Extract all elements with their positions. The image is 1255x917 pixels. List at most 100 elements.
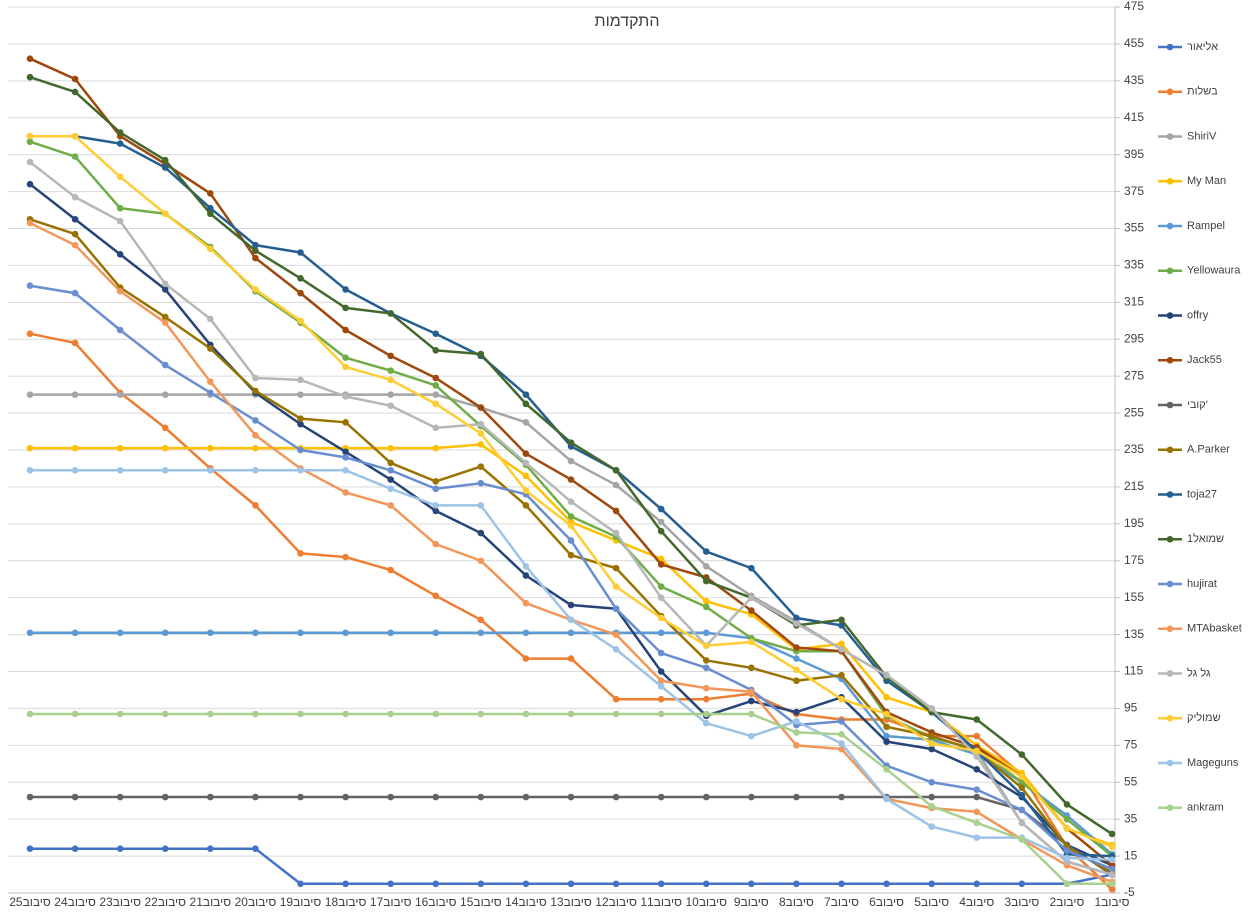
data-point — [657, 614, 665, 622]
data-point — [432, 330, 440, 338]
y-tick-label: 215 — [1124, 479, 1144, 493]
data-point — [252, 387, 259, 395]
data-point — [71, 391, 79, 398]
data-point — [702, 642, 710, 649]
y-tick-label: 75 — [1124, 738, 1138, 752]
data-point — [793, 729, 800, 736]
y-tick-label: -5 — [1124, 885, 1135, 899]
data-point — [928, 732, 935, 740]
data-point — [26, 282, 34, 290]
data-point — [207, 389, 214, 397]
y-tick-label: 195 — [1124, 516, 1144, 530]
data-point — [1108, 865, 1116, 873]
data-point — [71, 153, 79, 160]
data-point — [432, 478, 440, 485]
data-point — [207, 378, 214, 386]
data-point — [1063, 847, 1071, 854]
y-tick-label: 375 — [1124, 184, 1144, 198]
y-tick-label: 415 — [1124, 110, 1144, 124]
series — [26, 845, 1116, 888]
legend-label: שמואל1 — [1187, 532, 1224, 545]
data-point — [748, 793, 755, 801]
x-tick-label: סיבוב5 — [914, 895, 949, 909]
data-point — [252, 286, 259, 293]
data-point — [387, 485, 394, 493]
data-point — [387, 629, 394, 637]
x-tick-label: סיבוב10 — [685, 895, 727, 909]
data-point — [432, 444, 440, 452]
data-point — [297, 289, 304, 297]
data-point — [883, 710, 890, 718]
legend-label: hujirat — [1187, 578, 1217, 590]
legend-label: offry — [1187, 309, 1209, 321]
data-point — [748, 697, 755, 705]
series-line — [29, 218, 1113, 874]
data-point — [522, 655, 530, 662]
data-point — [432, 347, 440, 354]
data-point — [928, 745, 935, 753]
data-point — [116, 217, 124, 225]
data-point — [838, 646, 845, 653]
data-point — [702, 719, 710, 727]
data-point — [567, 655, 575, 662]
x-tick-label: סיבוב6 — [869, 895, 904, 909]
data-point — [702, 664, 710, 672]
data-point — [477, 629, 485, 637]
data-point — [477, 463, 485, 470]
data-point — [342, 793, 349, 801]
data-point — [432, 592, 440, 600]
data-point — [252, 710, 259, 718]
data-point — [116, 173, 124, 181]
data-point — [342, 304, 349, 312]
x-tick-label: סיבוב25 — [9, 895, 51, 909]
data-point — [387, 367, 394, 374]
legend-label: MTAbasket — [1187, 623, 1242, 635]
data-point — [1018, 751, 1026, 758]
data-point — [116, 629, 124, 637]
data-point — [297, 710, 304, 718]
data-point — [567, 439, 575, 446]
legend-marker — [1166, 133, 1174, 140]
data-point — [26, 138, 34, 146]
series — [26, 282, 1116, 873]
data-point — [1018, 791, 1026, 799]
data-point — [26, 467, 34, 474]
data-point — [342, 326, 349, 334]
data-point — [207, 345, 214, 352]
data-point — [342, 629, 349, 637]
data-point — [1063, 880, 1071, 888]
legend-label: אליאור — [1187, 40, 1218, 53]
data-point — [1018, 819, 1026, 827]
data-point — [387, 310, 394, 317]
data-point — [116, 251, 124, 258]
data-point — [477, 479, 485, 487]
data-point — [838, 730, 845, 738]
data-point — [748, 688, 755, 696]
data-point — [26, 793, 34, 801]
data-point — [567, 551, 575, 559]
legend-label: My Man — [1187, 175, 1226, 187]
data-point — [702, 695, 710, 703]
y-tick-label: 235 — [1124, 442, 1144, 456]
data-point — [973, 747, 981, 755]
data-point — [612, 793, 620, 801]
data-point — [702, 629, 710, 637]
data-point — [612, 631, 620, 638]
legend-marker — [1166, 222, 1174, 230]
x-tick-label: סיבוב11 — [640, 895, 682, 909]
data-point — [252, 502, 259, 509]
data-point — [1108, 871, 1116, 878]
data-point — [26, 158, 34, 166]
data-point — [71, 467, 79, 474]
data-point — [612, 467, 620, 474]
x-tick-label: סיבוב4 — [959, 895, 994, 909]
data-point — [928, 740, 935, 747]
data-point — [161, 444, 169, 452]
x-tick-label: סיבוב19 — [280, 895, 322, 909]
legend-label: Yellowaura — [1187, 265, 1241, 277]
data-point — [387, 880, 394, 888]
data-point — [522, 562, 530, 570]
data-point — [928, 802, 935, 810]
legend-label: גל גל — [1187, 666, 1211, 679]
y-tick-label: 175 — [1124, 553, 1144, 567]
